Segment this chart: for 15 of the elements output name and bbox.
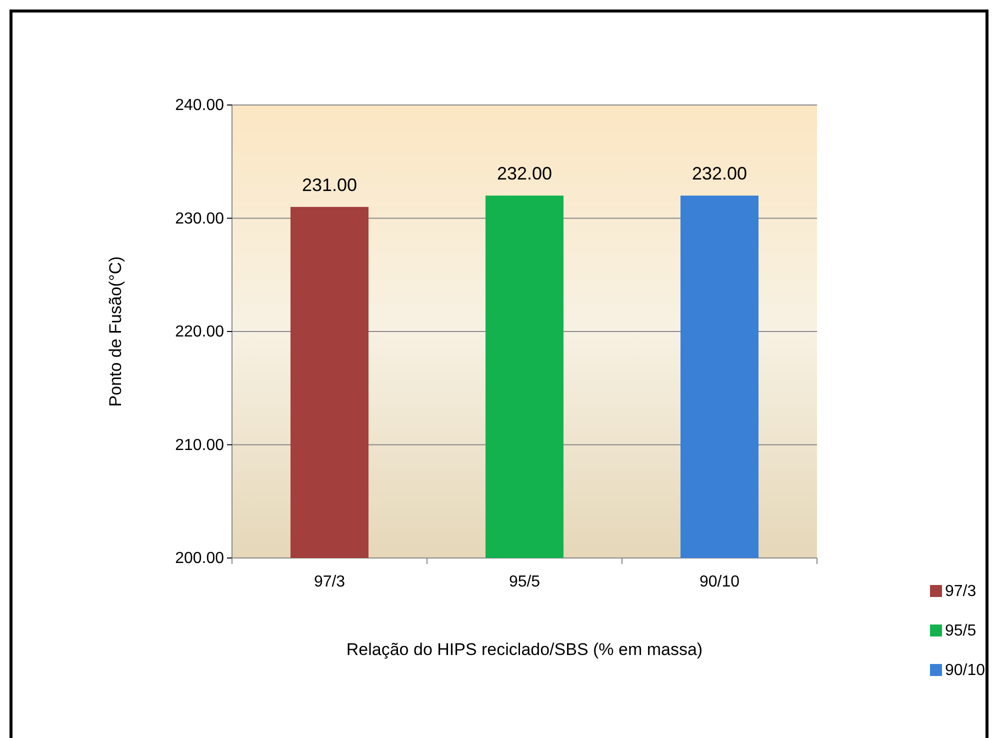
data-label: 232.00 [692,164,748,184]
x-axis-title: Relação do HIPS reciclado/SBS (% em massa) [346,640,703,659]
data-label: 231.00 [302,174,358,195]
legend-label: 95/5 [945,622,976,640]
x-tick-label: 97/3 [314,574,346,591]
y-tick-label: 210.00 [175,436,224,454]
y-tick-label: 220.00 [175,324,224,341]
y-tick-label: 200.00 [175,550,224,568]
x-tick-label: 90/10 [699,574,740,591]
x-tick-label: 95/5 [508,574,540,591]
y-tick-label: 230.00 [175,210,224,228]
y-axis-title: Ponto de Fusão(°C) [106,256,125,407]
data-label: 232.00 [496,164,552,184]
legend-label: 90/10 [945,662,986,680]
y-tick-label: 240.00 [175,97,224,114]
